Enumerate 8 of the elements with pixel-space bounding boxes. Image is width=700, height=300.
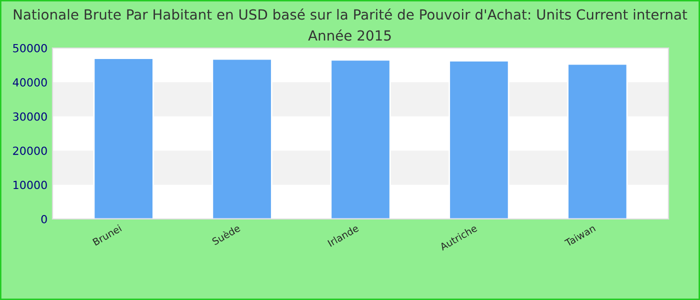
chart-title: Nationale Brute Par Habitant en USD basé sur la Parité de Pouvoir d'Achat: Units Current internat <box>14 8 688 20</box>
y-tick-label: 10000 <box>14 180 47 190</box>
y-tick-label: 0 <box>41 214 47 224</box>
y-tick-label: 30000 <box>13 112 47 121</box>
y-tick-label: 40000 <box>12 78 47 87</box>
y-tick-label: 20000 <box>13 146 47 155</box>
y-tick-label: 50000 <box>13 44 47 52</box>
chart-subtitle: Année 2015 <box>308 29 391 41</box>
